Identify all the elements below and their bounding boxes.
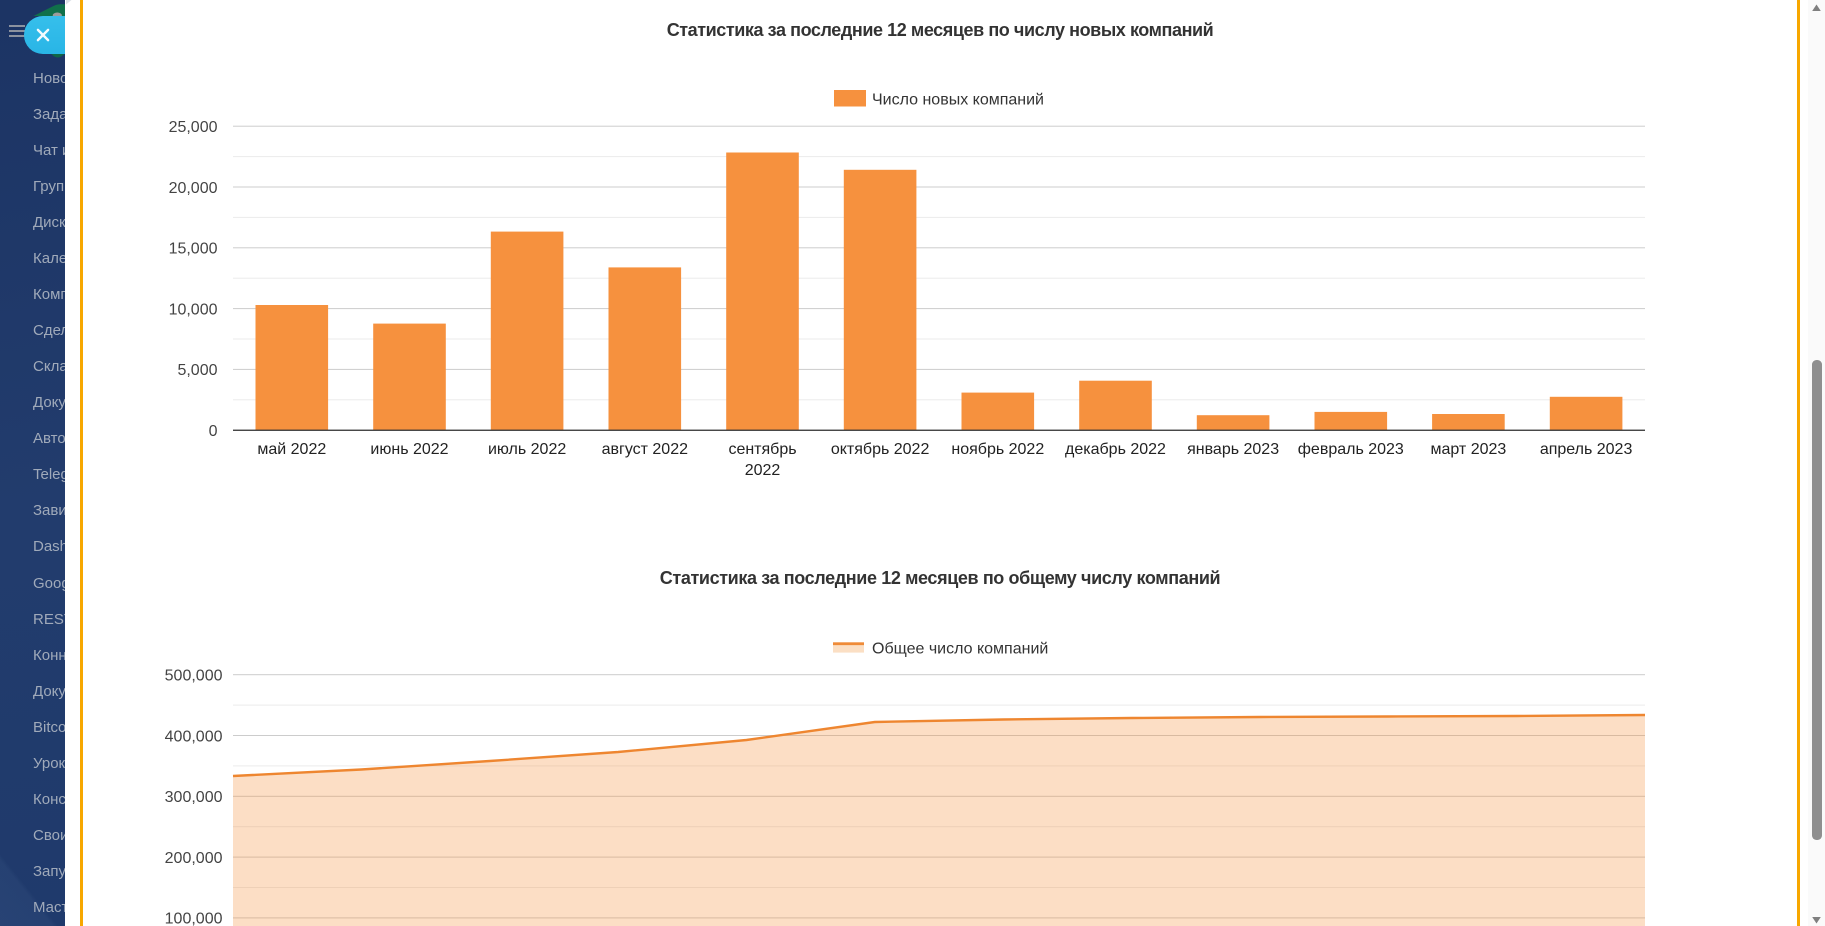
svg-text:25,000: 25,000 bbox=[169, 119, 218, 136]
svg-text:Статистика за последние 12 мес: Статистика за последние 12 месяцев по чи… bbox=[667, 20, 1214, 40]
svg-text:Статистика за последние 12 мес: Статистика за последние 12 месяцев по об… bbox=[660, 568, 1220, 588]
svg-text:декабрь 2022: декабрь 2022 bbox=[1065, 441, 1166, 458]
svg-text:ноябрь 2022: ноябрь 2022 bbox=[951, 441, 1044, 458]
svg-text:10,000: 10,000 bbox=[169, 301, 218, 318]
svg-text:апрель 2023: апрель 2023 bbox=[1540, 441, 1633, 458]
svg-text:5,000: 5,000 bbox=[177, 362, 217, 379]
svg-text:август 2022: август 2022 bbox=[602, 441, 689, 458]
svg-text:сентябрь: сентябрь bbox=[728, 441, 796, 458]
svg-text:0: 0 bbox=[209, 423, 218, 440]
svg-text:2022: 2022 bbox=[745, 462, 781, 479]
svg-text:300,000: 300,000 bbox=[165, 789, 223, 806]
svg-text:100,000: 100,000 bbox=[165, 911, 223, 926]
svg-text:июль 2022: июль 2022 bbox=[488, 441, 566, 458]
svg-text:500,000: 500,000 bbox=[165, 668, 223, 685]
svg-text:400,000: 400,000 bbox=[165, 728, 223, 745]
svg-text:20,000: 20,000 bbox=[169, 180, 218, 197]
svg-text:Общее число компаний: Общее число компаний bbox=[872, 640, 1048, 657]
svg-text:июнь 2022: июнь 2022 bbox=[370, 441, 448, 458]
svg-text:200,000: 200,000 bbox=[165, 850, 223, 867]
svg-text:март 2023: март 2023 bbox=[1430, 441, 1506, 458]
svg-text:октябрь 2022: октябрь 2022 bbox=[831, 441, 930, 458]
svg-text:15,000: 15,000 bbox=[169, 241, 218, 258]
svg-text:январь 2023: январь 2023 bbox=[1187, 441, 1279, 458]
svg-text:Число новых компаний: Число новых компаний bbox=[872, 91, 1044, 108]
svg-text:февраль 2023: февраль 2023 bbox=[1298, 441, 1404, 458]
svg-text:май 2022: май 2022 bbox=[257, 441, 326, 458]
